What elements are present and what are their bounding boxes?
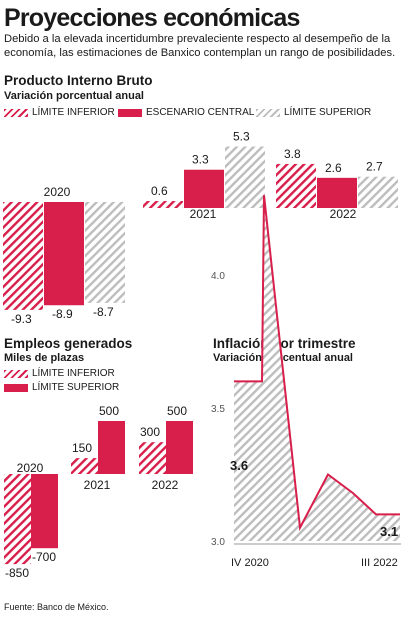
empleos-value-label: 300: [140, 425, 160, 439]
pib-category-label: 2022: [330, 207, 357, 221]
empleos-category-label: 2022: [152, 478, 179, 492]
inflacion-xtick: III 2022: [361, 557, 398, 569]
empleos-bar: [4, 474, 31, 565]
empleos-bar: [166, 421, 193, 474]
pib-legend-superior: LÍMITE SUPERIOR: [256, 107, 371, 119]
inflacion-line: [234, 195, 400, 532]
empleos-chart: 2020 -850-700 2021 150 500 2022 300 500: [4, 404, 193, 580]
empleos-subtitle: Miles de plazas: [4, 352, 85, 364]
source-note: Fuente: Banco de México.: [4, 602, 109, 612]
empleos-category-label: 2021: [84, 478, 111, 492]
pib-bar: [85, 202, 125, 303]
page-subtitle: Debido a la elevada incertidumbre preval…: [4, 33, 396, 59]
solid-red-swatch: [4, 384, 28, 392]
pib-bar: [276, 163, 316, 208]
pib-value-label: -9.3: [11, 312, 32, 326]
page-title: Proyecciones económicas: [4, 4, 300, 32]
hatched-gray-swatch: [256, 109, 280, 117]
solid-red-swatch: [118, 109, 142, 117]
pib-value-label: 2.7: [366, 160, 383, 174]
pib-bar: [225, 146, 265, 208]
empleos-category-label: 2020: [17, 461, 44, 475]
empleos-bar: [98, 421, 125, 474]
inflacion-annotation-start: 3.6: [230, 458, 248, 473]
empleos-bar: [31, 474, 58, 549]
hatched-red-swatch: [4, 109, 28, 117]
pib-value-label: -8.9: [52, 307, 73, 321]
empleos-bar: [71, 458, 98, 474]
empleos-legend-inferior: LÍMITE INFERIOR: [4, 368, 115, 380]
pib-bar: [44, 202, 84, 306]
empleos-value-label: -700: [32, 550, 56, 564]
pib-value-label: 2.6: [325, 161, 342, 175]
pib-value-label: -8.7: [93, 305, 114, 319]
inflacion-annotation-end: 3.1: [380, 524, 398, 539]
inflacion-ytick: 3.0: [211, 537, 225, 548]
empleos-value-label: -850: [5, 566, 29, 580]
inflacion-title: Inflación por trimestre: [213, 336, 356, 351]
pib-bar: [3, 202, 43, 310]
empleos-value-label: 500: [167, 404, 187, 418]
empleos-title: Empleos generados: [4, 336, 133, 351]
hatched-red-swatch: [4, 370, 28, 378]
pib-value-label: 5.3: [233, 130, 250, 144]
inflacion-chart: 3.0 3.5 4.0 3.6 3.1 IV 2020 III 2022: [211, 195, 401, 569]
inflacion-ytick: 3.5: [211, 404, 225, 415]
pib-bar: [317, 177, 357, 208]
pib-bar: [358, 176, 398, 208]
inflacion-area: [234, 195, 400, 541]
pib-value-label: 3.3: [192, 153, 209, 167]
inflacion-ytick: 4.0: [211, 271, 225, 282]
pib-legend-inferior: LÍMITE INFERIOR: [4, 107, 115, 119]
inflacion-subtitle: Variación porcentual anual: [213, 352, 353, 364]
pib-title: Producto Interno Bruto: [4, 73, 153, 88]
empleos-legend-superior: LÍMITE SUPERIOR: [4, 382, 119, 394]
empleos-bar: [139, 442, 166, 474]
pib-category-label: 2021: [190, 207, 217, 221]
pib-subtitle: Variación porcentual anual: [4, 90, 144, 102]
pib-category-label: 2020: [44, 185, 71, 199]
pib-chart: 2020 -9.3 -8.9 -8.7 2021 0.6 3.3 5.3 2022 3.8 2.6 2…: [3, 130, 398, 326]
pib-legend-central: ESCENARIO CENTRAL: [118, 107, 254, 119]
empleos-value-label: 150: [72, 441, 92, 455]
pib-bar: [143, 201, 183, 208]
pib-value-label: 3.8: [284, 147, 301, 161]
inflacion-xtick: IV 2020: [231, 557, 269, 569]
empleos-value-label: 500: [99, 404, 119, 418]
pib-bar: [184, 169, 224, 208]
pib-value-label: 0.6: [151, 184, 168, 198]
